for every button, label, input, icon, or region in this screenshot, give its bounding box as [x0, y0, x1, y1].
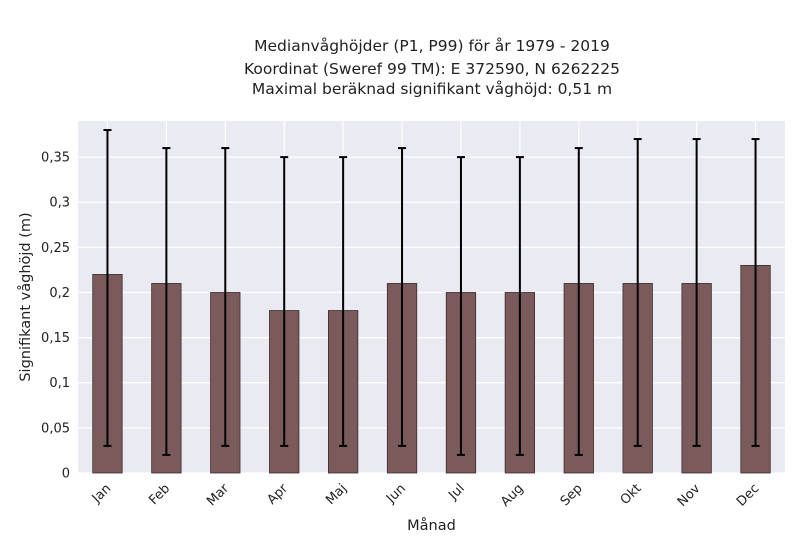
plot-area — [78, 121, 785, 473]
x-axis-label: Månad — [407, 517, 456, 534]
errorbar-feb — [162, 147, 171, 456]
x-tick-label-aug: Aug — [498, 481, 527, 510]
y-tick-label: 0,35 — [41, 151, 70, 166]
x-axis-ticks: Jan Feb Mar Apr Maj Jun Jul Aug Sep Okt Nov Dec — [89, 481, 763, 510]
title-line-1: Medianvåghöjder (P1, P99) för år 1979 - … — [254, 37, 610, 55]
y-axis-label: Signifikant våghöjd (m) — [17, 212, 34, 381]
errorbar-okt — [633, 138, 642, 447]
y-tick-label: 0,05 — [41, 421, 70, 436]
x-tick-label-mar: Mar — [204, 481, 232, 509]
title-line-2: Koordinat (Sweref 99 TM): E 372590, N 62… — [244, 60, 620, 78]
errorbar-mar — [221, 147, 230, 447]
y-tick-label: 0,2 — [49, 286, 70, 301]
x-tick-label-apr: Apr — [265, 481, 292, 508]
y-tick-label: 0,1 — [49, 376, 70, 391]
errorbar-dec — [751, 138, 760, 447]
x-tick-label-okt: Okt — [618, 481, 645, 508]
x-tick-label-nov: Nov — [675, 481, 704, 510]
x-tick-label-jul: Jul — [445, 481, 467, 503]
errorbar-sep — [574, 147, 583, 456]
error-bars — [103, 129, 760, 456]
chart-title: Medianvåghöjder (P1, P99) för år 1979 - … — [244, 37, 620, 98]
errorbar-apr — [280, 156, 289, 447]
x-tick-label-feb: Feb — [146, 481, 173, 508]
errorbar-jun — [398, 147, 407, 447]
errorbar-aug — [515, 156, 524, 456]
y-tick-label: 0,3 — [49, 196, 70, 211]
errorbar-nov — [692, 138, 701, 447]
x-tick-label-jan: Jan — [89, 481, 114, 506]
errorbar-jan — [103, 129, 112, 447]
x-tick-label-maj: Maj — [323, 481, 350, 508]
y-tick-label: 0 — [62, 467, 70, 482]
x-tick-label-jun: Jun — [383, 481, 409, 507]
x-tick-label-sep: Sep — [558, 481, 586, 509]
errorbar-maj — [339, 156, 348, 447]
y-axis-ticks: 0 0,05 0,1 0,15 0,2 0,25 0,3 0,35 — [41, 151, 70, 482]
errorbar-jul — [456, 156, 465, 456]
x-tick-label-dec: Dec — [734, 481, 762, 509]
y-tick-label: 0,15 — [41, 331, 70, 346]
y-tick-label: 0,25 — [41, 241, 70, 256]
title-line-3: Maximal beräknad signifikant våghöjd: 0,… — [252, 80, 612, 98]
